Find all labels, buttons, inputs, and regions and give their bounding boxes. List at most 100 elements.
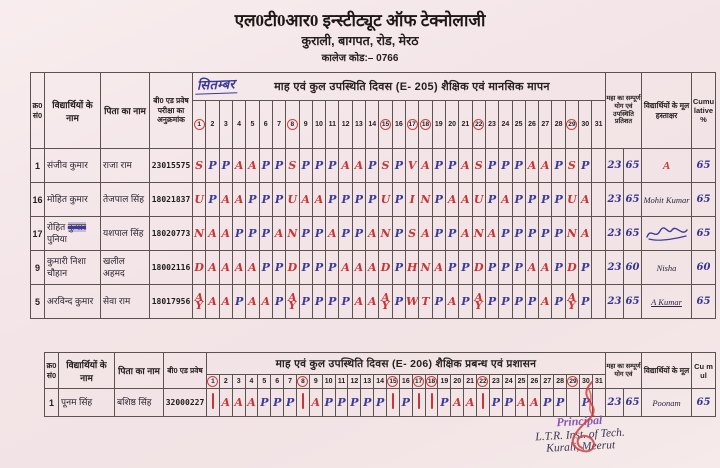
attendance-percent-cell: 65 [623,148,642,183]
attendance-mark-cell: D [564,250,580,285]
attendance-table-e206: क्र0 सं0 विद्यार्थियों के नाम पिता का नाम ब… [44,352,716,417]
attendance-mark-cell: P [484,182,500,217]
father-name-cell: खलील अहमद [100,250,150,285]
father-name-cell: राजा राम [100,148,150,183]
serial-cell: 5 [30,284,45,319]
attendance-mark-cell: A [538,284,553,319]
circled-day-number: 1 [207,376,219,387]
attendance-mark-cell: A [205,216,220,251]
attendance-mark-cell: P [524,216,540,251]
attendance-mark-cell: P [540,388,555,417]
day-header-cell: 17 [411,374,426,389]
day-numbers-row: 1 2 3 4 5 6 7 8 9 10 11 12 13 14 15 16 17 18 19 20 21 22 23 24 2… [31,100,716,149]
attendance-mark-cell: A [351,250,367,285]
circled-day-number: 18 [419,119,431,130]
day-header-cell: 31 [591,100,606,149]
roll-number-cell: 18002116 [149,250,193,285]
attendance-mark-cell: P [325,182,340,217]
attendance-mark-cell: A [245,250,260,285]
attendance-mark-cell: P [437,388,452,417]
day-header-cell: 11 [325,100,340,149]
attendance-mark-cell: N [378,216,393,251]
attendance-mark-cell: N [471,216,486,251]
attendance-mark-cell: A [538,250,553,285]
attendance-mark-cell: A [311,182,327,217]
day-header-cell: 14 [373,374,388,389]
attendance-mark-cell: P [365,182,380,217]
attendance-mark-cell: S [404,216,420,251]
attendance-mark-cell: P [271,148,287,183]
day-header-cell: 10 [311,100,327,149]
day-header-cell: 2 [205,100,220,149]
day-header-cell: 11 [334,374,349,389]
attendance-mark-cell: A [245,284,260,319]
attendance-mark-cell: P [365,148,380,183]
attendance-mark-cell [591,148,606,183]
attendance-mark-cell: P [373,388,388,417]
stacked-mark-letter: A [567,290,577,304]
col-header-total: महा का सम्पूर्ण योग एवं [604,352,643,389]
day-header-cell: 30 [578,374,593,389]
col-header-cumulative: Cu mul [691,352,716,389]
attendance-mark-cell: P [511,284,526,319]
day-header-cell: 27 [540,374,555,389]
attendance-mark-cell: A [258,284,273,319]
attendance-mark-cell: A [231,250,247,285]
day-header-cell: 5 [245,100,260,149]
attendance-mark-cell: A [231,148,247,183]
attendance-mark-cell: A [365,216,380,251]
attendance-mark-cell: N [564,216,580,251]
day-header-cell: 25 [514,374,529,389]
col-header-signature: विद्यार्थियों के मूल हस्ताक्षर [641,72,692,149]
sunday-line-mark [211,393,214,409]
attendance-mark-cell: P [431,182,446,217]
attendance-mark-cell: P [325,250,340,285]
attendance-mark-cell: P [551,284,566,319]
attendance-mark-cell: A [578,182,593,217]
attendance-mark-cell: P [498,216,513,251]
attendance-mark-cell: P [298,250,313,285]
father-name-cell: सेवा राम [100,284,150,319]
attendance-mark-cell: P [258,250,273,285]
attendance-mark-cell: A [431,250,446,285]
serial-cell: 1 [30,148,45,183]
roll-number-cell: 18021837 [149,182,193,217]
attendance-mark-cell: P [311,148,327,183]
attendance-mark-cell [591,250,606,285]
attendance-mark-cell: A [498,182,513,217]
attendance-mark-cell: H [404,250,420,285]
stacked-mark-letter: Y [474,298,483,312]
signature-cell: Mohit Kumar [641,182,692,217]
total-days-cell: 23 [605,182,624,217]
attendance-mark-cell: P [391,250,407,285]
cumulative-percent-cell: 65 [691,388,716,417]
attendance-mark-cell: A [231,182,247,217]
signature-cell [641,216,692,251]
attendance-mark-cell: P [578,148,593,183]
student-name-cell: रोहित कुमार पुनिया [44,216,101,251]
circled-day-number: 29 [566,119,578,130]
circled-day-number: 22 [477,376,489,387]
month-band: माह एवं कुल उपस्थिति दिवस (E- 206) शैक्ष… [206,352,606,375]
day-header-cell: 2 [218,374,233,389]
roll-number-cell: 32000227 [163,388,207,417]
table-row: 1 संजीव कुमार राजा राम 23015575 S P P A A P P S P P P A… [30,148,716,183]
attendance-mark-cell: P [551,250,566,285]
principal-stamp: Principal L.T.R. Inst. of Tech. Kurali, … [499,410,661,457]
attendance-mark-cell: P [498,148,513,183]
attendance-mark-cell: N [418,250,433,285]
attendance-mark-cell: A [218,182,233,217]
college-code: कालेज कोड:– 0766 [321,53,399,64]
serial-cell: 9 [30,250,45,285]
attendance-mark-cell: U [564,182,580,217]
attendance-mark-cell: A [450,388,465,417]
col-header-father: पिता का नाम [100,72,150,149]
attendance-mark-cell: P [524,284,540,319]
attendance-mark-cell: P [205,182,220,217]
attendance-mark-cell [296,388,310,417]
day-header-cell: 19 [431,100,446,149]
day-header-cell: 29 [566,374,580,389]
stacked-mark-letter: A [194,290,204,304]
circled-day-number: 17 [406,119,418,130]
